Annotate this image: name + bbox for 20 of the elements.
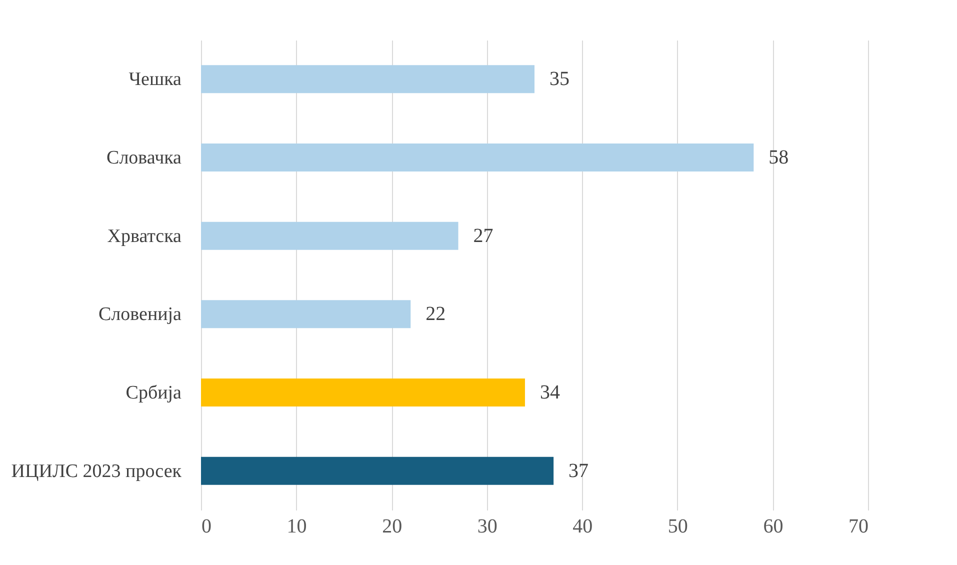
x-tick-label: 50 [668,516,688,538]
x-tick-label: 10 [286,516,307,538]
x-tick-label: 60 [763,516,784,538]
y-tick-label: Словенија [98,304,182,326]
y-tick-label: Србија [126,382,182,404]
data-label: 34 [540,382,560,404]
y-tick-label: Хрватска [107,226,182,247]
x-tick-label: 20 [382,516,402,538]
y-tick-label: Словачка [106,148,182,168]
x-tick-label: 30 [477,516,498,538]
data-label: 37 [568,460,589,482]
y-tick-label: Чешка [128,69,182,90]
data-label: 58 [768,146,789,168]
y-tick-label: ИЦИЛС 2023 просек [11,460,182,482]
data-label: 22 [426,303,446,326]
x-tick-label: 70 [848,516,868,538]
data-label: 27 [473,224,494,247]
x-tick-label: 40 [572,516,593,538]
x-tick-label: 0 [202,516,212,538]
data-label: 35 [550,68,570,90]
